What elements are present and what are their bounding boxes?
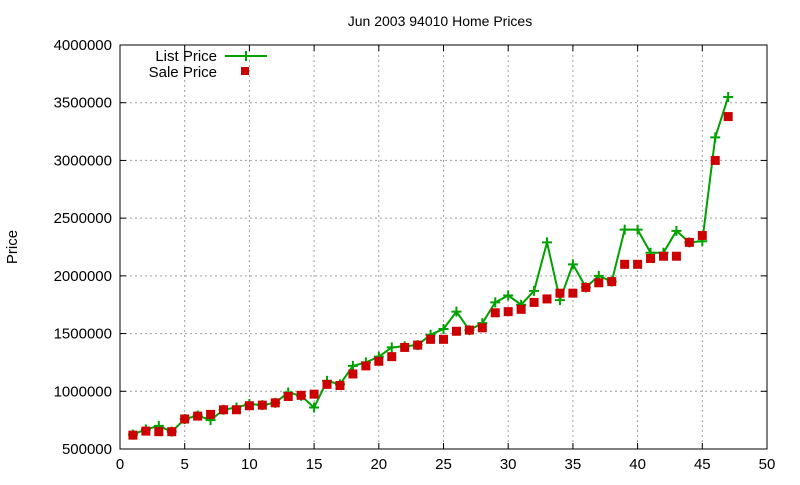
sale-price-point — [516, 304, 526, 314]
sale-price-point — [231, 405, 241, 415]
sale-price-point — [374, 356, 384, 366]
y-axis-label: Price — [4, 230, 21, 264]
sale-price-point — [710, 155, 720, 165]
sale-price-point — [206, 409, 216, 419]
sale-price-point — [283, 391, 293, 401]
sale-price-point — [620, 259, 630, 269]
sale-price-point — [477, 323, 487, 333]
sale-price-point — [594, 278, 604, 288]
sale-price-point — [723, 112, 733, 122]
sale-price-point — [348, 369, 358, 379]
x-tick-label: 40 — [629, 456, 646, 473]
list-price-point — [503, 290, 514, 301]
sale-price-point — [646, 254, 656, 264]
list-price-point — [542, 237, 553, 248]
x-tick-label: 30 — [500, 456, 517, 473]
sale-price-point — [633, 259, 643, 269]
sale-price-point — [555, 288, 565, 298]
sale-price-point — [542, 294, 552, 304]
x-tick-label: 25 — [435, 456, 452, 473]
y-tick-label: 2000000 — [54, 268, 112, 285]
y-tick-label: 3000000 — [54, 152, 112, 169]
sale-price-point — [658, 251, 668, 261]
chart-title: Jun 2003 94010 Home Prices — [348, 13, 532, 29]
legend-label-sale-price: Sale Price — [149, 64, 217, 81]
x-tick-label: 15 — [306, 456, 323, 473]
sale-price-point — [141, 426, 151, 436]
sale-price-point — [154, 427, 164, 437]
legend: List Price Sale Price — [149, 48, 267, 81]
list-price-point — [386, 342, 397, 353]
x-tick-label: 35 — [565, 456, 582, 473]
sale-price-point — [581, 282, 591, 292]
axis-ticks: 0 5 10 15 20 25 30 35 40 45 50 500000 1000000 1500000… — [54, 37, 776, 473]
sale-price-point — [296, 390, 306, 400]
sale-price-point — [180, 414, 190, 424]
list-price-point — [490, 297, 501, 308]
list-price-point — [632, 224, 643, 235]
sale-price-point — [400, 342, 410, 352]
x-tick-label: 20 — [370, 456, 387, 473]
sale-price-point — [257, 400, 267, 410]
list-price-point — [309, 402, 320, 413]
y-tick-label: 3500000 — [54, 95, 112, 112]
sale-price-point — [568, 288, 578, 298]
x-tick-label: 45 — [694, 456, 711, 473]
y-tick-label: 4000000 — [54, 37, 112, 54]
sale-price-point — [387, 352, 397, 362]
sale-price-point — [439, 334, 448, 344]
list-price-point — [619, 224, 630, 235]
x-tick-label: 0 — [116, 456, 124, 473]
list-price-point — [347, 360, 358, 371]
sale-price-point — [335, 381, 345, 391]
sale-price-point — [684, 237, 694, 247]
y-tick-label: 1000000 — [54, 383, 112, 400]
sale-price-point — [413, 340, 423, 350]
sale-price-point — [128, 430, 138, 440]
sale-price-point — [671, 251, 681, 261]
list-price-point — [723, 91, 734, 102]
sale-price-point — [244, 401, 254, 411]
y-tick-label: 2500000 — [54, 210, 112, 227]
sale-price-point — [219, 405, 229, 415]
list-price-point — [529, 285, 540, 296]
list-price-point — [438, 323, 449, 334]
sale-price-point — [270, 398, 280, 408]
legend-label-list-price: List Price — [155, 48, 217, 65]
legend-marker-sale-price — [241, 67, 249, 75]
x-tick-label: 10 — [241, 456, 258, 473]
sale-price-point — [309, 389, 319, 399]
grid — [120, 45, 767, 449]
sale-price-point — [451, 326, 461, 336]
list-price-point — [567, 259, 578, 270]
sale-price-point — [464, 325, 474, 335]
y-tick-label: 500000 — [62, 441, 112, 458]
sale-price-point — [607, 277, 617, 287]
sale-price-point — [490, 308, 500, 318]
x-tick-label: 5 — [181, 456, 189, 473]
sale-price-point — [193, 411, 203, 421]
list-price-point — [671, 225, 682, 236]
sale-price-point — [322, 379, 332, 389]
list-price-point — [710, 132, 721, 143]
sale-price-point — [503, 307, 513, 317]
y-tick-label: 1500000 — [54, 326, 112, 343]
sale-price-point — [426, 334, 436, 344]
series-layer — [127, 91, 734, 440]
sale-price-point — [167, 427, 177, 437]
x-tick-label: 50 — [759, 456, 776, 473]
sale-price-point — [361, 361, 371, 371]
plot-border — [119, 44, 768, 450]
sale-price-point — [697, 230, 707, 240]
sale-price-point — [529, 297, 539, 307]
list-price-point — [451, 306, 462, 317]
